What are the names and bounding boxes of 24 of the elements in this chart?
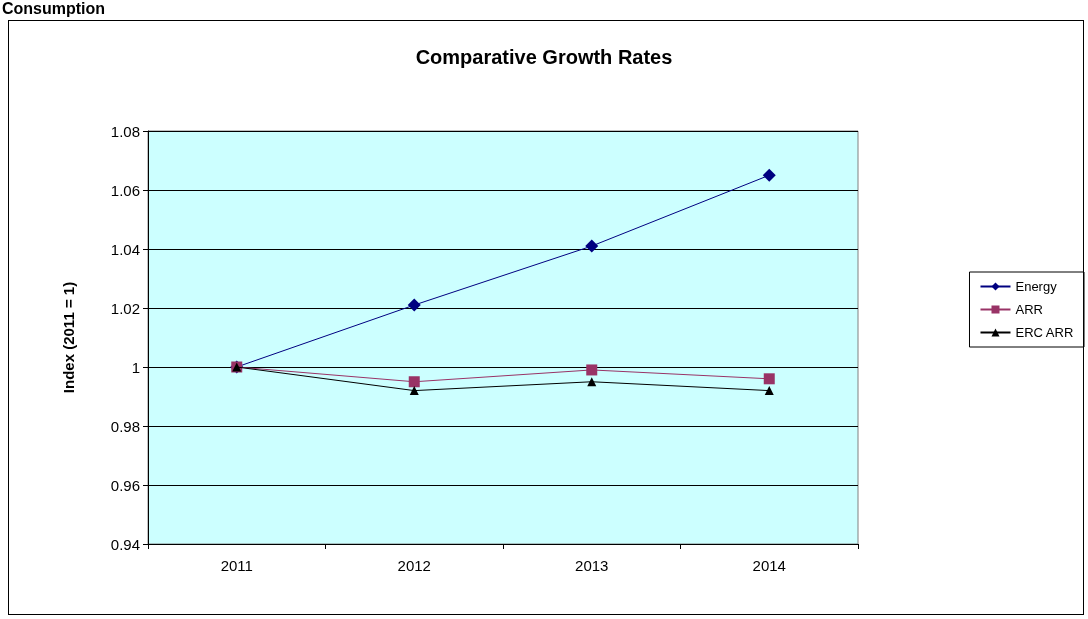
x-tick-label: 2012 xyxy=(397,557,431,574)
legend-label: ERC ARR xyxy=(1015,325,1074,340)
y-tick-label: 0.94 xyxy=(110,535,140,553)
point xyxy=(762,168,776,182)
y-tick-label: 1.02 xyxy=(110,299,140,317)
y-tick-label: 1 xyxy=(131,358,140,376)
point xyxy=(407,298,421,312)
chart-title: Comparative Growth Rates xyxy=(415,46,673,68)
legend-label: Energy xyxy=(1015,279,1058,294)
text: Consumption xyxy=(2,0,106,18)
y-tick-label: 0.96 xyxy=(110,476,140,494)
point xyxy=(586,364,598,376)
x-tick-label: 2013 xyxy=(575,557,609,574)
y-tick-label: 1.04 xyxy=(110,240,140,258)
legend-label: ARR xyxy=(1015,302,1043,317)
x-tick-label: 2014 xyxy=(752,557,786,574)
y-axis-title: Index (2011 = 1) xyxy=(60,281,77,394)
point xyxy=(763,373,775,385)
point xyxy=(585,239,599,253)
y-tick-label: 0.98 xyxy=(110,417,140,435)
x-tick-label: 2011 xyxy=(220,557,253,574)
y-tick-label: 1.06 xyxy=(110,181,140,199)
y-tick-label: 1.08 xyxy=(110,122,140,140)
point xyxy=(408,376,420,388)
